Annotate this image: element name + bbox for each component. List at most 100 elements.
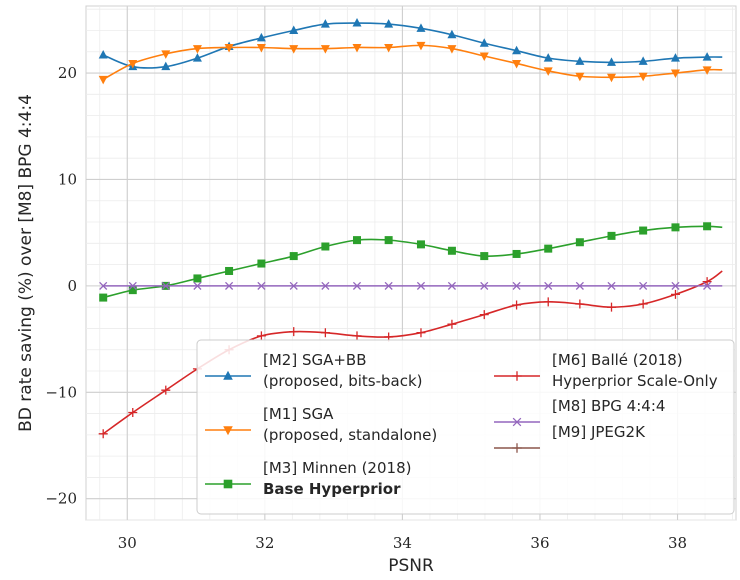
series-m3-point-shape	[639, 226, 648, 235]
series-m3-point	[193, 274, 202, 283]
series-m3-point-shape	[703, 222, 712, 231]
legend-label: Hyperprior Scale-Only	[552, 372, 718, 390]
series-m3-point	[416, 240, 425, 249]
series-m8-point	[575, 281, 584, 290]
series-m8-point-shape	[193, 281, 202, 290]
series-m1-point-shape	[479, 52, 489, 62]
legend-label: [M1] SGA	[263, 405, 334, 423]
series-m2-point-shape	[702, 52, 712, 61]
series-m8-point	[99, 281, 108, 290]
series-m8-point-shape	[225, 281, 234, 290]
series-m3-point	[480, 252, 489, 261]
series-m3-point	[607, 231, 616, 240]
series-m3-point-shape	[384, 236, 393, 245]
series-m8-point-shape	[128, 281, 137, 290]
series-m6-point-shape	[98, 429, 108, 439]
series-m6-point	[289, 327, 299, 337]
series-m6-point-shape	[289, 327, 299, 337]
series-m3-point	[225, 266, 234, 275]
series-m2-point	[702, 52, 712, 61]
series-m8-point	[321, 281, 330, 290]
series-m6-point-shape	[479, 310, 489, 320]
legend-handle-marker	[512, 371, 522, 381]
legend-handle-marker-shape	[512, 443, 522, 453]
series-m6-point	[670, 289, 680, 299]
series-m3-point-shape	[447, 246, 456, 255]
series-m1-point	[575, 72, 585, 82]
series-m6-point-shape	[702, 277, 712, 287]
series-m6-point	[638, 299, 648, 309]
legend-handle-marker-shape	[223, 479, 233, 489]
x-tick-label: 34	[393, 534, 412, 552]
series-m6-point	[607, 302, 617, 312]
series-m1-point	[512, 59, 522, 69]
series-m1-point	[416, 41, 426, 51]
series-m8-point	[257, 281, 266, 290]
y-tick-label: −10	[45, 383, 77, 401]
series-m2-point-shape	[543, 53, 553, 62]
series-m3-point-shape	[416, 240, 425, 249]
series-m8-point-shape	[99, 281, 108, 290]
x-axis-label: PSNR	[388, 556, 434, 576]
series-m2-point-shape	[670, 53, 680, 62]
series-m2-point-shape	[575, 56, 585, 65]
series-m6-point-shape	[128, 408, 138, 418]
series-m1-point-shape	[702, 66, 712, 75]
series-m8-point	[128, 281, 137, 290]
series-m2-point-shape	[447, 29, 457, 39]
x-tick-labels: 30 32 34 36 38	[118, 534, 687, 552]
series-m3-point	[447, 246, 456, 255]
series-m1-point	[479, 52, 489, 62]
series-m3-point-shape	[480, 252, 489, 261]
series-m2-point-shape	[352, 18, 362, 27]
series-m8-point-shape	[512, 281, 521, 290]
series-m1-point	[543, 67, 553, 76]
legend-entry-m8: [M8] BPG 4:4:4	[494, 397, 665, 427]
legend-handle-marker-shape	[223, 370, 233, 380]
legend-label: [M9] JPEG2K	[552, 423, 646, 441]
series-m1-point	[352, 44, 362, 53]
series-m8-point	[447, 281, 456, 290]
series-m2-point	[192, 53, 202, 62]
series-m8-point	[225, 281, 234, 290]
series-m3-point-shape	[671, 223, 680, 232]
series-m3-point-shape	[575, 238, 584, 247]
series-m6-point-shape	[161, 385, 171, 395]
series-m8-point-shape	[544, 281, 553, 290]
series-m8-point-shape	[607, 281, 616, 290]
series-m1-point	[98, 75, 108, 85]
y-tick-labels: −20 −10 0 10 20	[45, 64, 77, 508]
series-m1-point-shape	[447, 45, 457, 54]
series-m2-point	[98, 49, 108, 59]
series-m8-point-shape	[321, 281, 330, 290]
legend-entry-m6: [M6] Ballé (2018) Hyperprior Scale-Only	[494, 351, 718, 390]
series-m3-point	[575, 238, 584, 247]
series-m6-point-shape	[447, 319, 457, 329]
series-m2-point-shape	[638, 56, 648, 65]
series-m3-point-shape	[99, 293, 108, 302]
legend-handle-marker	[223, 479, 233, 489]
series-m3-point-shape	[289, 252, 298, 261]
legend-label: [M6] Ballé (2018)	[552, 351, 683, 369]
series-m8-point	[607, 281, 616, 290]
series-m1-point	[638, 72, 648, 82]
series-m6-point-shape	[575, 299, 585, 309]
series-m1-point-shape	[416, 41, 426, 51]
series-m3-point	[544, 244, 553, 253]
series-m1-point-shape	[352, 44, 362, 53]
series-m2-point	[607, 57, 617, 66]
series-m3-point	[289, 252, 298, 261]
series-m3-point-shape	[257, 259, 266, 268]
series-m1-point	[289, 45, 299, 54]
series-m8-point-shape	[416, 281, 426, 290]
series-m8	[99, 281, 723, 290]
series-m1-point-shape	[384, 44, 394, 53]
series-m8-point	[639, 281, 648, 290]
series-m8-point	[384, 281, 393, 290]
series-m3-point-shape	[512, 249, 521, 258]
series-m3-point	[353, 236, 362, 245]
series-m3-point	[639, 226, 648, 235]
series-m1	[98, 41, 723, 85]
series-m6-point	[352, 331, 362, 341]
